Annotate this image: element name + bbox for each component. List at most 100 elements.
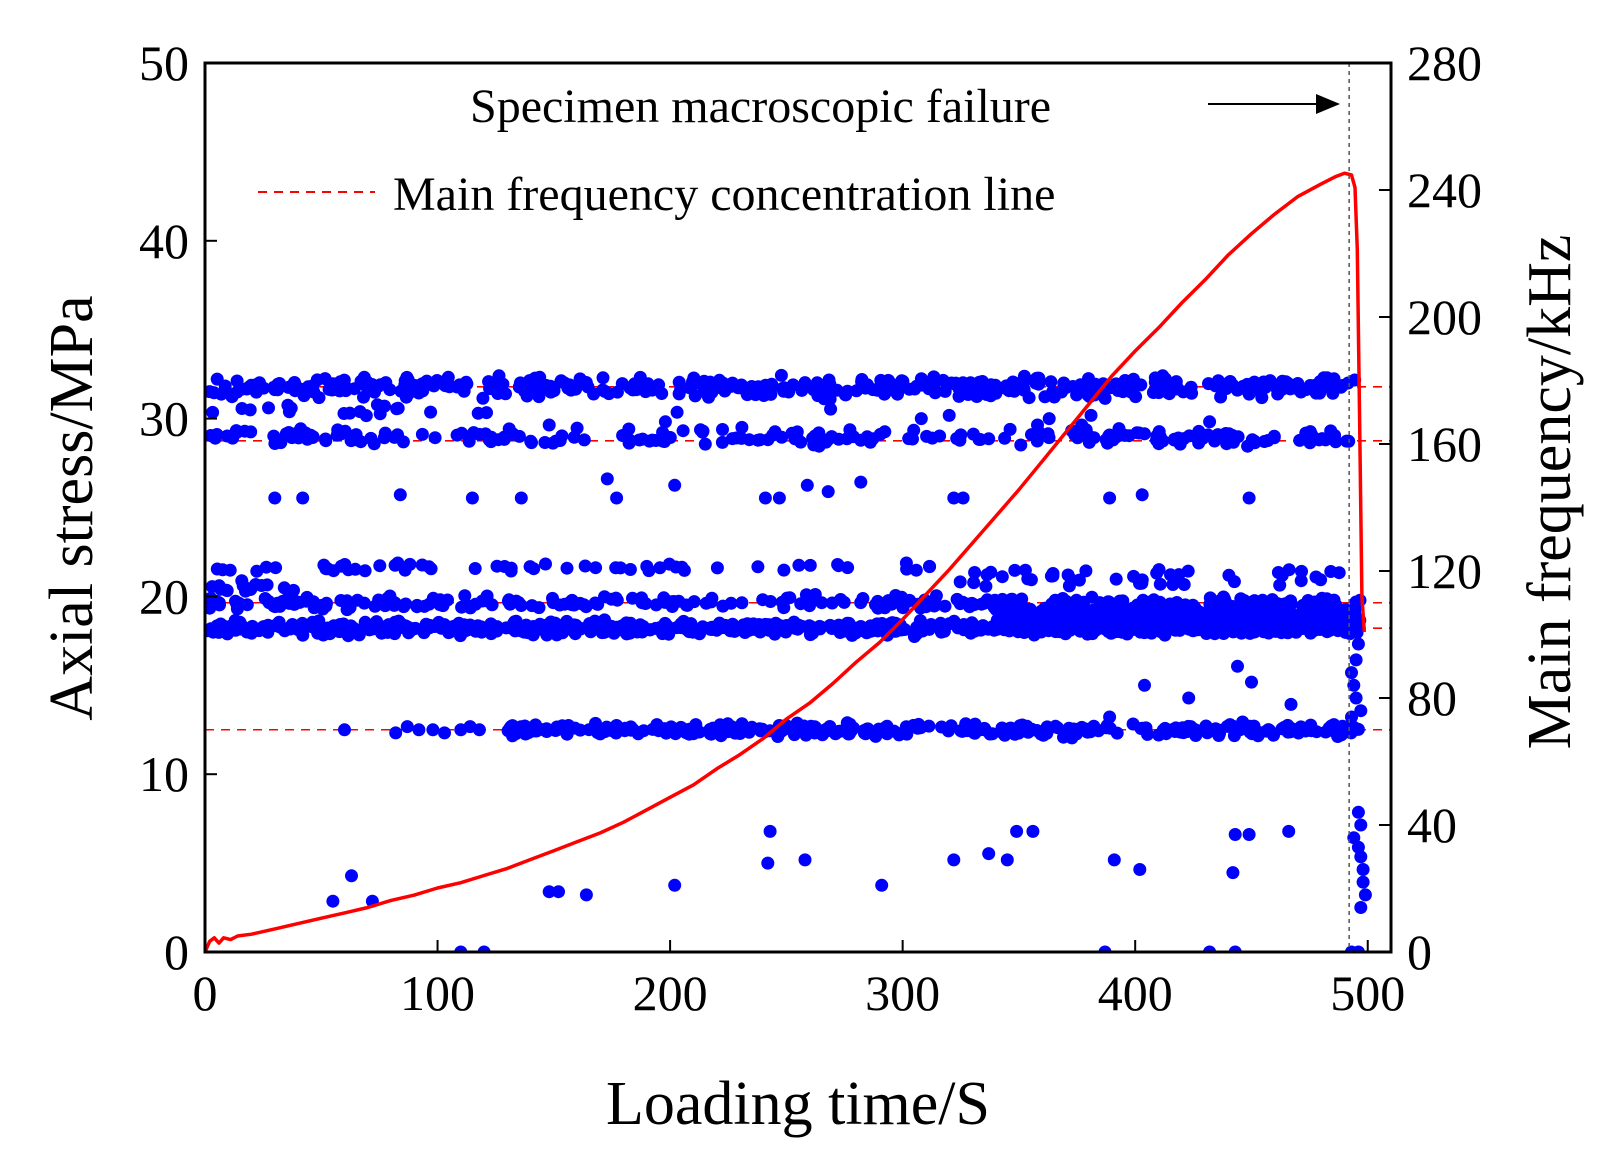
frequency-point xyxy=(542,418,556,432)
frequency-point xyxy=(953,575,967,589)
frequency-point xyxy=(1347,678,1361,692)
y-right-tick-label: 280 xyxy=(1407,35,1482,91)
frequency-point xyxy=(777,601,791,615)
frequency-point xyxy=(276,594,290,608)
frequency-point xyxy=(1356,875,1370,889)
frequency-point xyxy=(735,420,749,434)
frequency-point xyxy=(803,558,817,572)
frequency-point xyxy=(682,622,696,636)
frequency-point xyxy=(610,491,624,505)
frequency-point xyxy=(338,723,351,737)
frequency-point xyxy=(1242,491,1256,505)
frequency-point xyxy=(812,426,826,440)
frequency-point xyxy=(426,723,440,737)
frequency-point xyxy=(357,596,371,610)
frequency-point xyxy=(472,723,486,737)
frequency-point xyxy=(680,598,694,612)
frequency-point xyxy=(1000,726,1014,740)
frequency-point xyxy=(539,557,552,571)
frequency-point xyxy=(703,722,717,736)
frequency-point xyxy=(982,847,996,861)
frequency-point xyxy=(754,619,767,633)
frequency-point xyxy=(1167,432,1181,446)
frequency-point xyxy=(271,383,285,397)
frequency-point xyxy=(294,422,308,436)
frequency-point xyxy=(772,491,786,505)
frequency-point xyxy=(477,945,491,952)
frequency-point xyxy=(288,384,302,398)
frequency-point xyxy=(927,382,941,396)
frequency-point xyxy=(925,431,939,445)
frequency-point xyxy=(1209,379,1223,393)
frequency-point xyxy=(461,623,475,637)
frequency-point xyxy=(915,623,929,637)
frequency-point xyxy=(532,601,546,615)
frequency-point xyxy=(386,626,400,640)
frequency-point xyxy=(1132,426,1146,440)
frequency-point xyxy=(1294,574,1308,588)
frequency-point xyxy=(1261,434,1275,447)
frequency-point xyxy=(766,428,780,442)
frequency-point xyxy=(668,478,682,492)
frequency-point xyxy=(269,561,283,575)
frequency-point xyxy=(906,432,919,446)
frequency-point xyxy=(954,428,968,442)
x-tick-label: 200 xyxy=(633,965,708,1021)
frequency-point xyxy=(832,559,846,573)
y-right-axis-title: Main frequency/kHz xyxy=(1516,235,1584,750)
frequency-point xyxy=(1040,726,1054,740)
frequency-point xyxy=(455,426,469,440)
frequency-point xyxy=(555,719,569,733)
frequency-point xyxy=(1199,719,1213,733)
frequency-point xyxy=(1032,377,1046,391)
frequency-point xyxy=(663,431,677,444)
frequency-point xyxy=(1309,570,1323,584)
frequency-point xyxy=(1114,606,1128,620)
frequency-point xyxy=(1275,374,1289,388)
frequency-point xyxy=(507,616,521,630)
frequency-point xyxy=(1010,824,1024,838)
frequency-point xyxy=(899,556,913,570)
frequency-point xyxy=(377,625,391,639)
frequency-point xyxy=(496,377,510,391)
frequency-point xyxy=(1016,622,1030,636)
frequency-point xyxy=(980,380,994,394)
frequency-point xyxy=(1141,727,1154,741)
frequency-point xyxy=(653,621,667,634)
frequency-point xyxy=(1042,412,1056,426)
frequency-point xyxy=(742,433,756,447)
frequency-point xyxy=(1332,566,1346,580)
x-tick-label: 400 xyxy=(1098,965,1173,1021)
frequency-point xyxy=(948,377,962,391)
frequency-point xyxy=(1021,724,1035,738)
frequency-point xyxy=(419,617,433,631)
x-tick-label: 500 xyxy=(1330,965,1405,1021)
frequency-point xyxy=(1092,724,1105,738)
frequency-point xyxy=(537,619,550,633)
frequency-point xyxy=(412,723,426,737)
frequency-point xyxy=(758,491,772,505)
frequency-point xyxy=(1016,377,1030,391)
frequency-point xyxy=(469,597,482,611)
frequency-point xyxy=(258,592,272,605)
frequency-point xyxy=(1243,725,1257,739)
frequency-point xyxy=(1234,626,1248,640)
frequency-point xyxy=(560,561,574,575)
frequency-point xyxy=(622,433,636,447)
frequency-point xyxy=(710,561,724,575)
frequency-point xyxy=(1079,564,1093,578)
frequency-point xyxy=(514,491,528,505)
frequency-point xyxy=(688,389,702,403)
frequency-point xyxy=(735,717,749,731)
frequency-point xyxy=(467,426,481,440)
frequency-point xyxy=(1156,624,1170,638)
frequency-point xyxy=(821,485,835,499)
y-left-tick-label: 30 xyxy=(139,391,189,447)
frequency-point xyxy=(950,592,964,606)
frequency-point xyxy=(243,403,257,417)
frequency-point xyxy=(300,619,314,633)
frequency-point xyxy=(1354,704,1368,718)
frequency-point xyxy=(1104,626,1118,640)
frequency-point xyxy=(340,603,354,617)
